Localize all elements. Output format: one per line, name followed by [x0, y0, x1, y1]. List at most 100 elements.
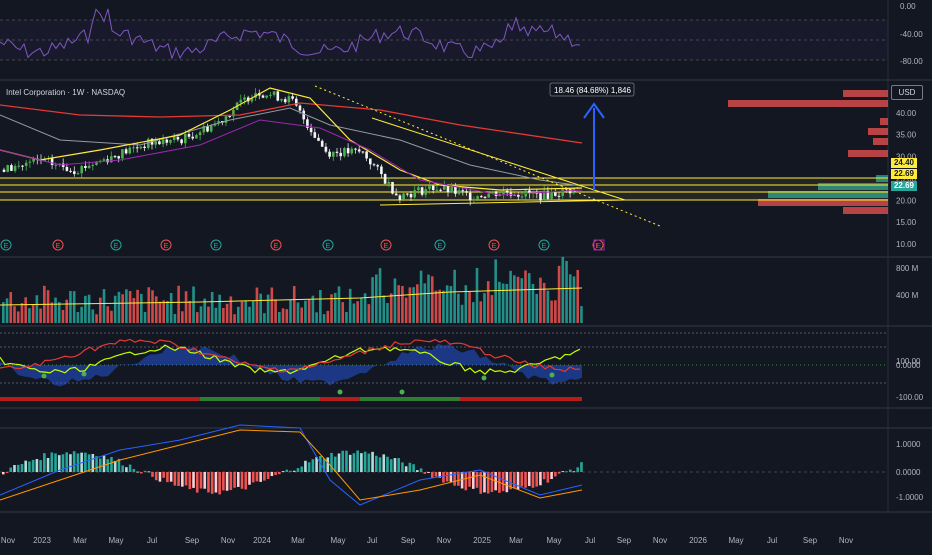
time-tick-4: Jul: [147, 536, 157, 545]
osc-signal-dot: [41, 373, 47, 379]
volume-bar: [501, 283, 505, 323]
volume-bar: [240, 301, 244, 323]
macd-histogram-bar: [255, 472, 259, 482]
time-tick-12: Nov: [437, 536, 451, 545]
macd-histogram-bar: [471, 472, 475, 489]
volume-bar: [278, 311, 281, 323]
macd-histogram-bar: [57, 455, 61, 472]
candle: [250, 97, 254, 102]
volume-bar: [375, 274, 378, 323]
macd-histogram-bar: [54, 453, 57, 472]
macd-histogram-bar: [110, 457, 113, 472]
macd-histogram-bar: [565, 471, 568, 473]
volume-bar: [162, 300, 165, 323]
macd-histogram-bar: [102, 455, 106, 472]
macd-histogram-bar: [412, 464, 415, 472]
macd-histogram-bar: [20, 463, 24, 472]
volume-bar: [13, 306, 16, 323]
candle: [73, 171, 76, 174]
candle: [406, 193, 409, 195]
volume-profile-bar-3: [768, 191, 888, 198]
volume-bar: [28, 308, 31, 323]
candle: [339, 152, 342, 157]
macd-signal-line: [0, 429, 583, 501]
volume-bar: [475, 267, 479, 323]
macd-histogram-bar: [330, 452, 333, 472]
volume-bar: [311, 295, 315, 323]
volume-bar: [513, 275, 516, 323]
macd-histogram-bar: [509, 472, 512, 490]
volume-bar: [550, 300, 553, 323]
earnings-marker: [160, 239, 172, 251]
candle: [209, 125, 213, 132]
candle: [480, 196, 483, 198]
volume-bar: [419, 270, 423, 323]
earnings-marker: [210, 239, 222, 251]
macd-histogram-bar: [554, 472, 557, 477]
volume-bar: [173, 313, 177, 323]
volume-bar: [57, 302, 61, 323]
volume-bar: [225, 303, 229, 323]
volume-bar: [192, 286, 195, 323]
volume-bar: [289, 299, 292, 323]
candle: [520, 196, 524, 198]
macd-histogram-bar: [61, 454, 65, 472]
volume-bar: [468, 291, 471, 323]
time-tick-1: 2023: [33, 536, 51, 545]
price-tick-5: 20.00: [896, 196, 917, 205]
macd-histogram-bar: [98, 458, 102, 472]
volume-bar: [546, 290, 550, 323]
macd-histogram-bar: [356, 450, 359, 472]
candle: [472, 199, 476, 201]
candle: [265, 95, 268, 98]
volume-bar: [434, 290, 438, 323]
macd-histogram-bar: [173, 472, 177, 486]
volume-bar: [490, 295, 494, 323]
candle: [95, 161, 98, 165]
earnings-marker-label: E: [492, 243, 497, 250]
macd-histogram-bar: [449, 472, 453, 482]
price-tick-6: 15.00: [896, 218, 917, 227]
macd-histogram-bar: [419, 468, 423, 472]
macd-histogram-bar: [76, 453, 80, 472]
macd-histogram-bar: [278, 472, 281, 475]
price-tick-2: 35.00: [896, 131, 917, 140]
candle: [542, 190, 546, 201]
volume-bar: [561, 256, 565, 323]
macd-histogram-bar: [557, 472, 561, 474]
candle: [113, 156, 117, 158]
volume-bar: [524, 270, 527, 323]
macd-histogram-bar: [304, 460, 307, 472]
time-tick-16: Jul: [585, 536, 595, 545]
symbol-title: Intel Corporation · 1W · NASDAQ: [6, 88, 126, 97]
macd-histogram-bar: [24, 460, 27, 472]
macd-histogram-bar: [244, 472, 248, 490]
currency-button[interactable]: USD: [891, 85, 923, 100]
macd-histogram-bar: [576, 467, 580, 472]
macd-histogram-bar: [136, 471, 139, 473]
volume-bar: [222, 307, 225, 323]
time-tick-5: Sep: [185, 536, 200, 545]
macd-histogram-bar: [263, 472, 266, 481]
candle: [328, 151, 331, 157]
candle: [454, 186, 457, 194]
macd-histogram-bar: [128, 464, 132, 472]
macd-histogram-bar: [121, 465, 124, 472]
candle: [465, 191, 468, 193]
candle: [350, 148, 354, 154]
volume-bar: [580, 306, 583, 323]
volume-bar: [80, 306, 83, 323]
candle: [50, 158, 54, 165]
volume-bar: [531, 283, 535, 323]
volume-bar: [5, 298, 9, 323]
volume-bar: [539, 277, 542, 323]
macd-histogram-bar: [296, 468, 300, 472]
macd-histogram-bar: [251, 472, 255, 483]
macd-histogram-bar: [360, 453, 363, 472]
time-tick-18: Nov: [653, 536, 667, 545]
macd-histogram-bar: [382, 454, 386, 472]
macd-histogram-bar: [486, 472, 490, 494]
volume-bar: [393, 278, 397, 323]
